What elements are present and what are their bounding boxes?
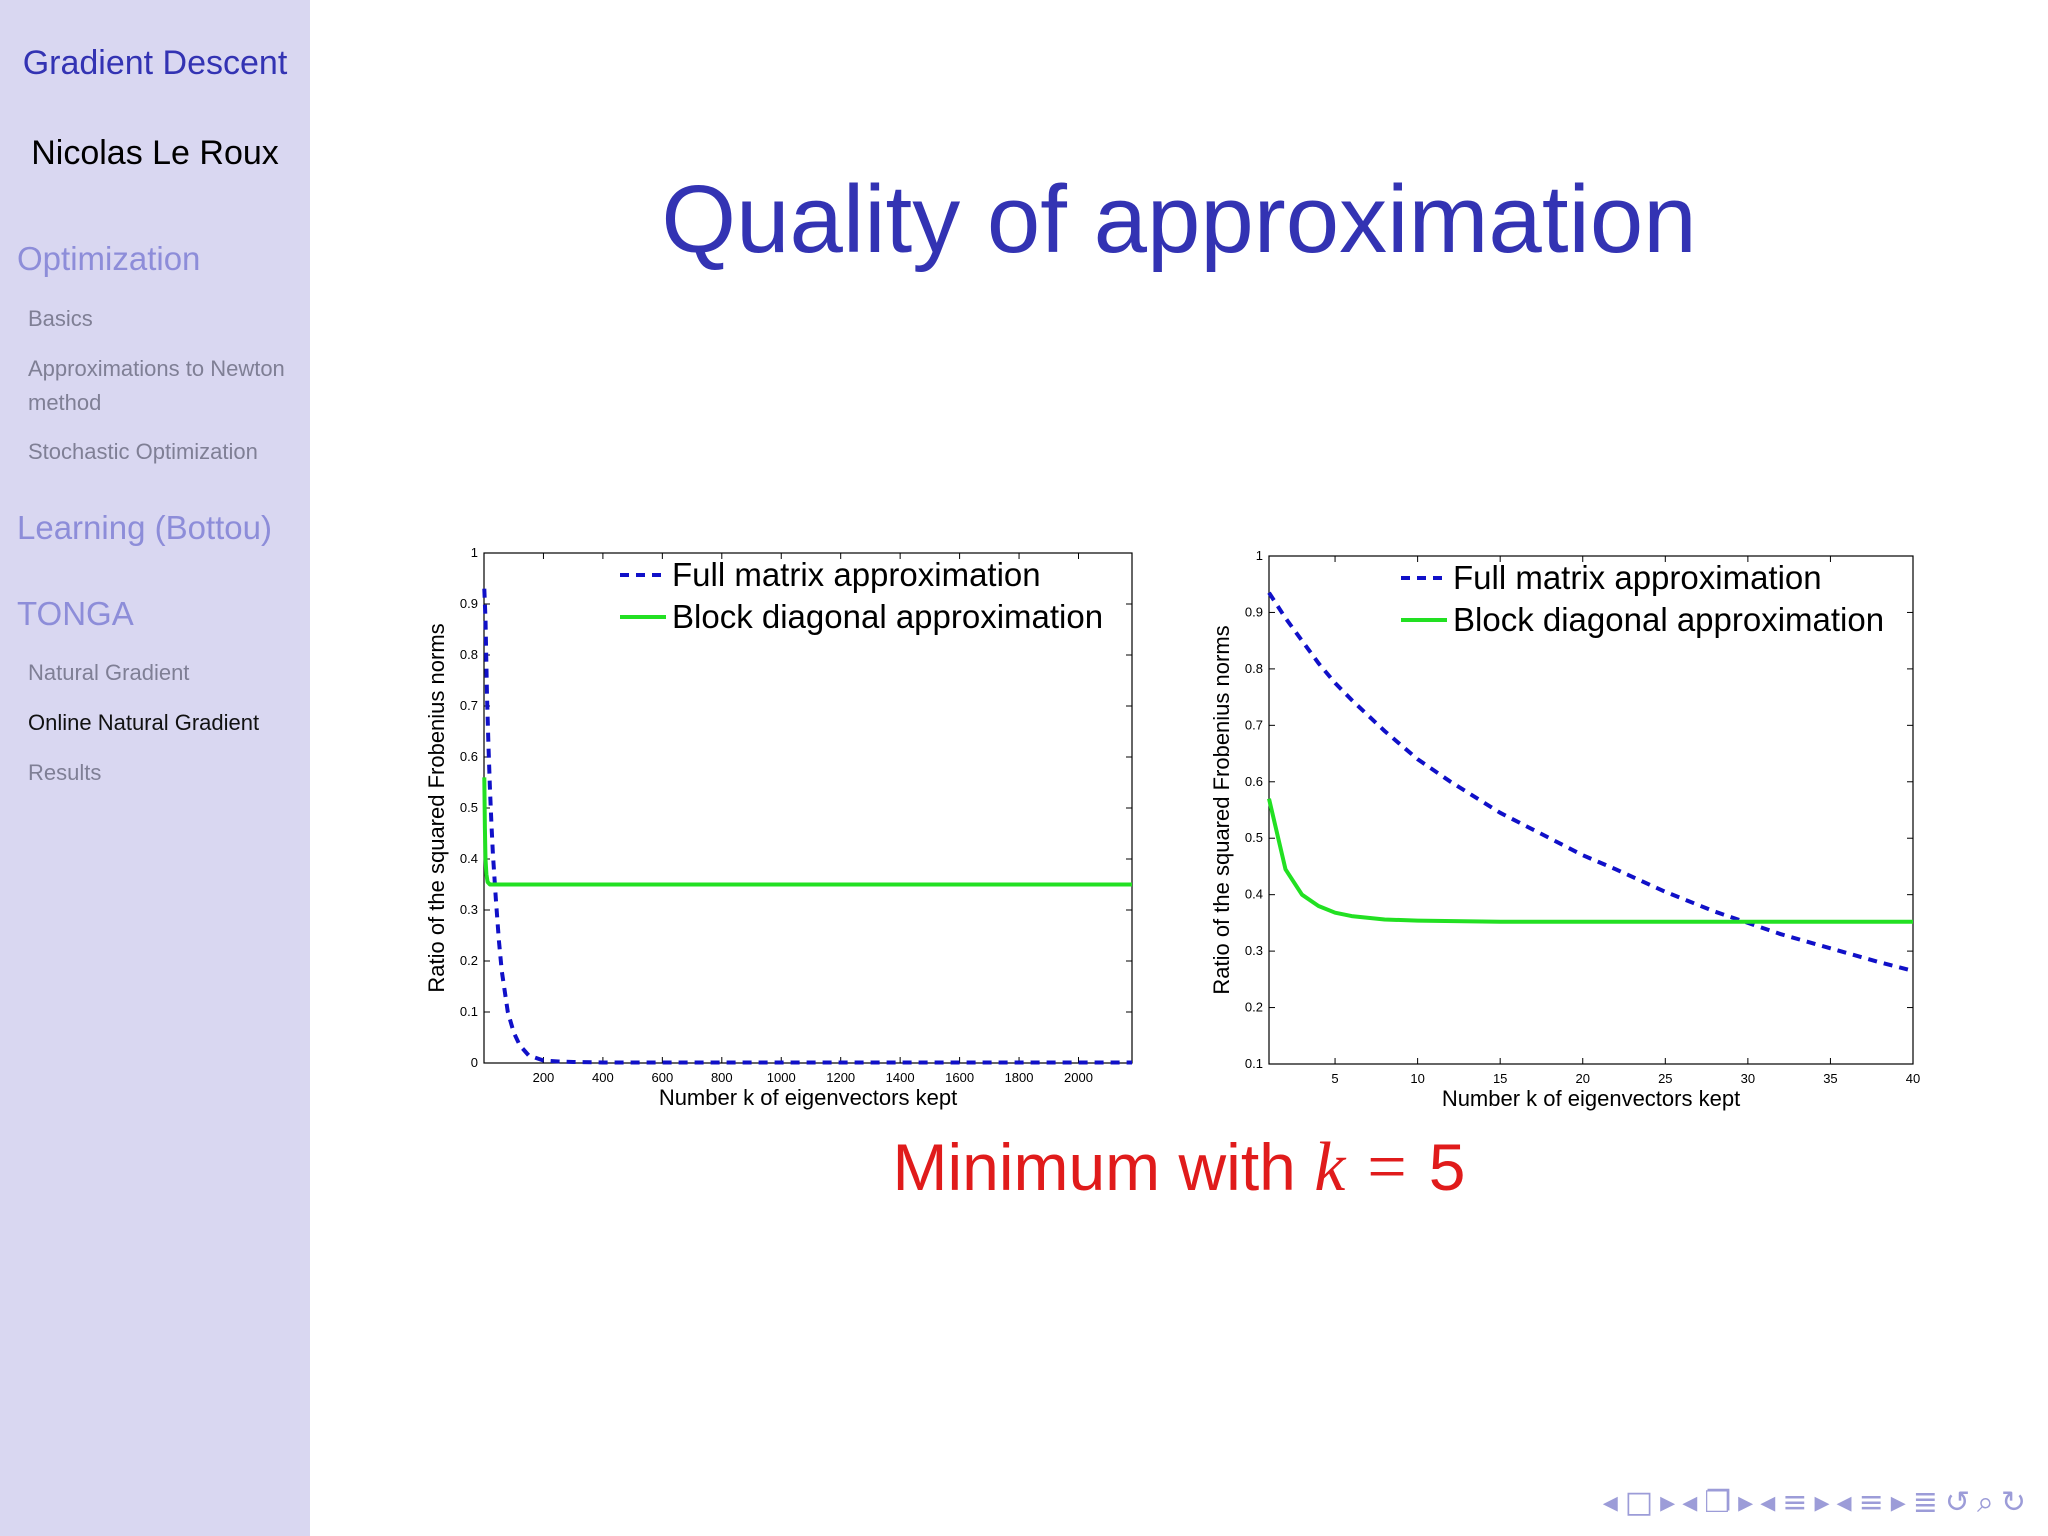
y-tick-label: 1 — [471, 545, 478, 560]
x-tick-label: 35 — [1823, 1071, 1837, 1086]
y-tick-label: 0.2 — [460, 953, 478, 968]
series-line-block-diagonal — [482, 777, 1132, 887]
arrow-left-icon[interactable]: ◂ — [1760, 1485, 1776, 1520]
sidebar-section-tonga[interactable]: TONGA — [17, 595, 134, 632]
x-tick-label: 200 — [533, 1070, 555, 1085]
legend-entry: Block diagonal approximation — [1453, 601, 1884, 638]
x-tick-label: 15 — [1493, 1071, 1507, 1086]
y-tick-label: 0.4 — [1245, 887, 1263, 902]
sidebar-item-online-natural-gradient[interactable]: Online Natural Gradient — [28, 710, 260, 735]
arrow-right-icon[interactable]: ▸ — [1890, 1485, 1906, 1520]
arrow-right-icon[interactable]: ▸ — [1738, 1485, 1754, 1520]
section-icon[interactable]: ≡ — [1782, 1485, 1808, 1520]
presentation-title[interactable]: Gradient Descent — [22, 44, 288, 82]
chart-left: 200 400 600 800 1000 1200 1400 1600 1800 2000 0 0.1… — [424, 545, 1133, 1110]
arrow-right-icon[interactable]: ▸ — [1660, 1485, 1676, 1520]
sidebar-item-approximations-to-newton[interactable]: Approximations to Newton method — [28, 356, 285, 415]
x-tick-label: 600 — [651, 1070, 673, 1085]
legend-entry: Block diagonal approximation — [672, 598, 1103, 635]
subsection-icon[interactable]: ❐ — [1704, 1485, 1732, 1520]
plot-frame — [1268, 555, 1914, 1065]
y-tick-label: 0.9 — [460, 596, 478, 611]
y-tick-label: 0.6 — [1245, 774, 1263, 789]
y-tick-label: 0.4 — [460, 851, 478, 866]
x-tick-label: 1600 — [945, 1070, 974, 1085]
y-tick-label: 0.2 — [1245, 1000, 1263, 1015]
y-tick-label: 0.7 — [460, 698, 478, 713]
x-tick-label: 40 — [1906, 1071, 1920, 1086]
caption-variable: k — [1314, 1129, 1346, 1206]
x-tick-label: 2000 — [1064, 1070, 1093, 1085]
arrow-right-icon[interactable]: ▸ — [1814, 1485, 1830, 1520]
sidebar-navigation: Gradient Descent Nicolas Le Roux Optimiz… — [0, 0, 310, 1536]
x-tick-label: 1200 — [826, 1070, 855, 1085]
x-tick-label: 30 — [1741, 1071, 1755, 1086]
doc-icon[interactable]: ≣ — [1912, 1485, 1938, 1520]
y-axis-label: Ratio of the squared Frobenius norms — [424, 623, 449, 992]
y-tick-label: 0.8 — [1245, 661, 1263, 676]
x-tick-label: 1800 — [1005, 1070, 1034, 1085]
y-tick-label: 0.3 — [460, 902, 478, 917]
x-tick-label: 1000 — [767, 1070, 796, 1085]
x-tick-label: 10 — [1410, 1071, 1424, 1086]
series-line-full-matrix — [482, 588, 1132, 1065]
slide-caption: Minimum with k = 5 — [310, 1128, 2048, 1208]
y-tick-label: 0 — [471, 1055, 478, 1070]
y-axis-label: Ratio of the squared Frobenius norms — [1209, 625, 1234, 994]
chart-right: 5 10 15 20 25 30 35 40 0.1 0.2 0.3 0.4 0.5 0.6 0.7 0.8 0… — [1209, 548, 1920, 1111]
y-tick-label: 0.1 — [460, 1004, 478, 1019]
x-tick-label: 20 — [1576, 1071, 1590, 1086]
y-tick-label: 0.8 — [460, 647, 478, 662]
caption-value: 5 — [1428, 1130, 1466, 1204]
y-tick-label: 0.9 — [1245, 604, 1263, 619]
series-line-block-diagonal — [1267, 798, 1913, 924]
x-tick-label: 1400 — [886, 1070, 915, 1085]
x-tick-label: 25 — [1658, 1071, 1672, 1086]
search-icon[interactable]: ⌕ — [1977, 1485, 1994, 1520]
arrow-left-icon[interactable]: ◂ — [1836, 1485, 1852, 1520]
legend-entry: Full matrix approximation — [1453, 559, 1822, 596]
y-tick-label: 0.5 — [460, 800, 478, 815]
sidebar-item-results[interactable]: Results — [28, 760, 102, 785]
caption-prefix: Minimum with — [892, 1130, 1296, 1204]
x-tick-label: 5 — [1331, 1071, 1338, 1086]
beamer-navigation-bar: ◂ □ ▸ ◂ ❐ ▸ ◂ ≡ ▸ ◂ ≡ ▸ ≣ ↺ ⌕ ↻ — [1603, 1485, 2026, 1520]
x-tick-label: 800 — [711, 1070, 733, 1085]
arrow-left-icon[interactable]: ◂ — [1682, 1485, 1698, 1520]
sidebar-item-basics[interactable]: Basics — [28, 306, 93, 331]
section-icon[interactable]: ≡ — [1858, 1485, 1884, 1520]
y-tick-label: 0.6 — [460, 749, 478, 764]
y-tick-label: 0.5 — [1245, 830, 1263, 845]
y-tick-label: 1 — [1256, 548, 1263, 563]
redo-icon[interactable]: ↻ — [2000, 1485, 2026, 1520]
x-tick-label: 400 — [592, 1070, 614, 1085]
x-axis-label: Number k of eigenvectors kept — [659, 1085, 957, 1110]
slide-title: Quality of approximation — [661, 166, 1697, 273]
legend-entry: Full matrix approximation — [672, 556, 1041, 593]
sidebar-item-stochastic-optimization[interactable]: Stochastic Optimization — [28, 439, 258, 464]
sidebar-section-learning[interactable]: Learning (Bottou) — [17, 509, 272, 546]
undo-icon[interactable]: ↺ — [1944, 1485, 1971, 1520]
arrow-left-icon[interactable]: ◂ — [1602, 1485, 1618, 1520]
frame-icon[interactable]: □ — [1624, 1485, 1654, 1520]
x-axis-label: Number k of eigenvectors kept — [1442, 1086, 1740, 1111]
y-tick-label: 0.3 — [1245, 943, 1263, 958]
sidebar-section-optimization[interactable]: Optimization — [17, 240, 201, 277]
caption-equals: = — [1367, 1129, 1407, 1206]
sidebar-item-natural-gradient[interactable]: Natural Gradient — [28, 660, 190, 685]
author-name: Nicolas Le Roux — [31, 134, 279, 172]
y-tick-label: 0.1 — [1245, 1056, 1263, 1071]
series-line-full-matrix — [1267, 591, 1914, 973]
y-tick-label: 0.7 — [1245, 717, 1263, 732]
